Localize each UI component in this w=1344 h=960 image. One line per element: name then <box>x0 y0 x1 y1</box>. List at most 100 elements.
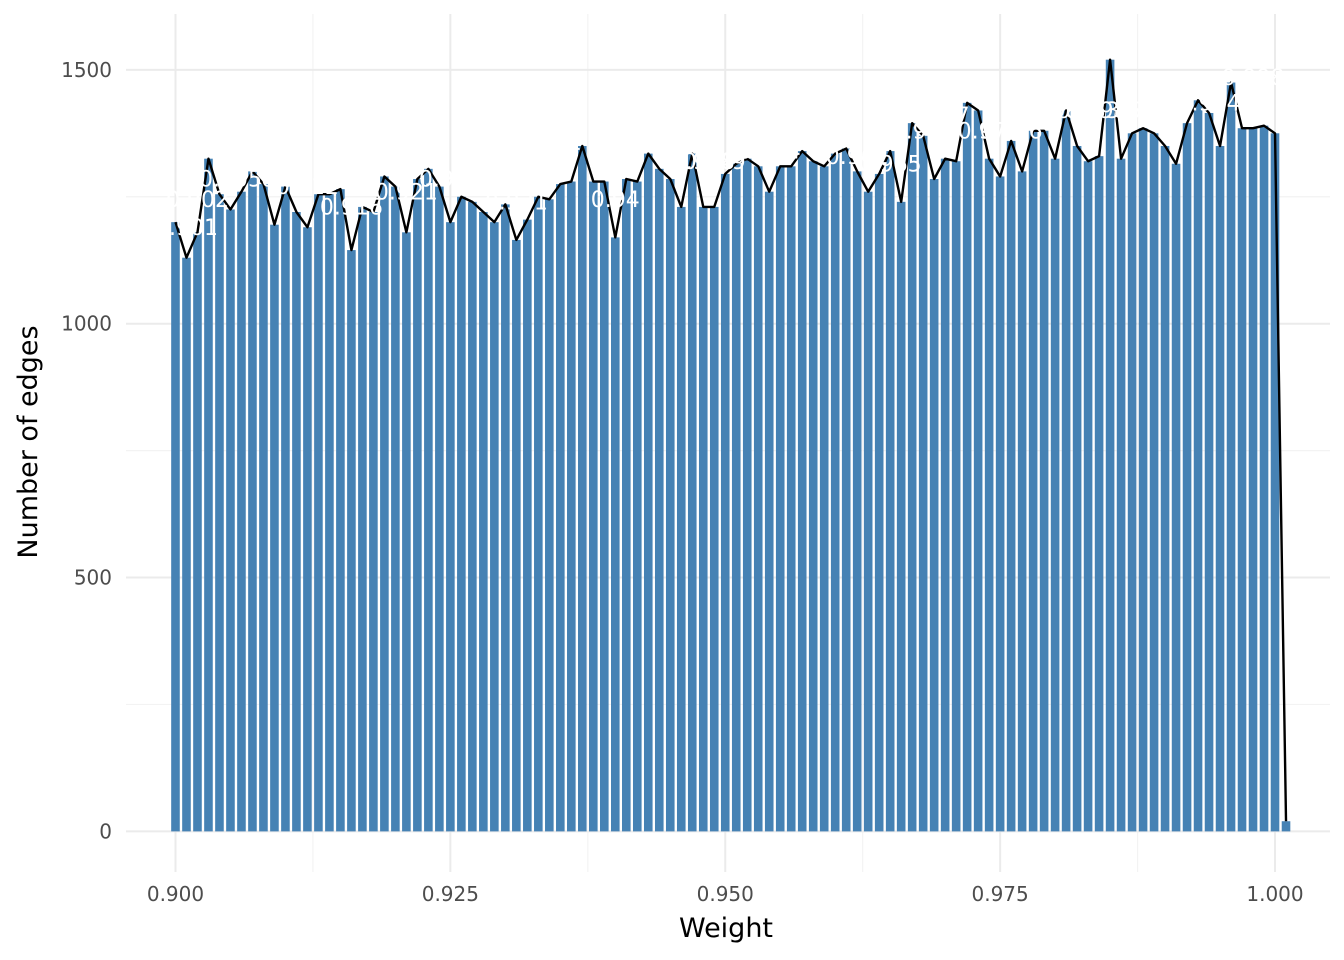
bar-value-label: 0.98 <box>1031 99 1080 124</box>
y-tick-label: 500 <box>74 566 112 590</box>
histogram-bar <box>698 206 708 832</box>
histogram-bar <box>1127 133 1137 832</box>
y-tick-label: 0 <box>99 819 112 843</box>
histogram-bar <box>1006 140 1016 832</box>
histogram-bar <box>171 222 180 832</box>
histogram-bar <box>380 176 389 832</box>
histogram-bar <box>808 161 818 832</box>
histogram-bar <box>1171 163 1181 832</box>
bar-value-label: 0.901 <box>155 216 218 241</box>
histogram-bar <box>742 158 752 832</box>
histogram-bar <box>962 102 972 832</box>
histogram-bar <box>610 237 620 832</box>
bar-value-label: 0.921 <box>375 180 438 205</box>
histogram-bar <box>929 179 939 832</box>
histogram-bar <box>391 186 400 832</box>
bar-value-label: 0.91 <box>261 168 310 193</box>
bar-value-label: 0.994 <box>1178 91 1241 116</box>
histogram-bar <box>369 212 378 832</box>
histogram-bar <box>841 148 851 832</box>
histogram-bar <box>786 166 796 832</box>
x-tick-label: 0.900 <box>147 882 204 906</box>
histogram-bar <box>534 196 543 832</box>
bar-value-label: 0.954 <box>738 140 801 165</box>
bars-layer <box>171 59 1291 832</box>
histogram-bar <box>523 219 532 832</box>
histogram-bar <box>347 250 356 832</box>
histogram-bar <box>764 191 774 832</box>
histogram-bar <box>896 201 906 832</box>
histogram-bar <box>852 171 862 832</box>
histogram-bar <box>402 232 411 832</box>
bar-value-label: 0.936 <box>540 117 603 142</box>
bar-value-label: 0.983 <box>1057 99 1120 124</box>
x-axis-title: Weight <box>679 913 773 944</box>
histogram-bar <box>1061 110 1071 832</box>
bar-labels-layer: 0.9010.9020.9050.910.9120.9160.9210.9250… <box>155 66 1285 241</box>
bar-value-label: 0.957 <box>771 114 834 139</box>
histogram-bar <box>479 212 488 832</box>
histogram-bar <box>600 181 609 832</box>
histogram-bar <box>709 206 719 832</box>
histogram-bar <box>248 171 257 832</box>
histogram-bar <box>545 199 554 832</box>
histogram-bar <box>457 196 466 832</box>
histogram-bar <box>1193 100 1203 832</box>
histogram-bar <box>775 166 785 832</box>
bar-value-label: 0.948 <box>672 150 735 175</box>
histogram-bar <box>1072 146 1082 832</box>
x-tick-label: 0.975 <box>972 882 1029 906</box>
histogram-bar <box>1226 82 1236 832</box>
histogram-bar <box>1160 146 1170 832</box>
histogram-bar <box>621 179 631 832</box>
histogram-bar <box>731 163 741 832</box>
histogram-bar <box>270 224 279 832</box>
histogram-bar <box>918 135 928 832</box>
histogram-bar <box>676 206 686 832</box>
histogram-bar <box>1270 133 1280 832</box>
histogram-bar <box>1116 158 1126 832</box>
histogram-bar <box>1237 128 1247 832</box>
bar-value-label: 0.916 <box>320 196 383 221</box>
histogram-bar <box>1259 125 1269 832</box>
histogram-bar <box>512 239 521 832</box>
y-tick-label: 1000 <box>61 312 112 336</box>
histogram-bar <box>281 186 290 832</box>
histogram-bar <box>578 146 587 832</box>
histogram-bar <box>435 186 444 832</box>
histogram-bar <box>1182 123 1192 832</box>
y-axis-title: Number of edges <box>13 325 44 558</box>
bar-value-label: 0.902 <box>166 188 229 213</box>
histogram-bar <box>654 168 664 832</box>
histogram-bar <box>259 184 268 832</box>
histogram-bar <box>687 153 697 832</box>
histogram-bar <box>1248 128 1258 832</box>
x-tick-label: 1.000 <box>1246 882 1303 906</box>
histogram-bar <box>665 179 675 832</box>
y-tick-label: 1500 <box>61 58 112 82</box>
histogram-bar <box>885 151 895 832</box>
bar-value-label: 0.949 <box>683 150 746 175</box>
histogram-bar <box>182 257 191 832</box>
histogram-bar <box>413 179 422 832</box>
histogram-bar <box>589 181 598 832</box>
histogram-bar <box>292 212 301 832</box>
histogram-bar <box>358 206 367 832</box>
histogram-bar <box>753 166 763 832</box>
histogram-bar <box>1281 821 1291 832</box>
bar-value-label: 0.931 <box>485 190 548 215</box>
bar-value-label: 0.998 <box>1222 66 1285 91</box>
histogram-bar <box>1215 146 1225 832</box>
histogram-bar <box>1094 156 1104 832</box>
histogram-bar <box>995 176 1005 832</box>
histogram-bar <box>907 123 917 832</box>
axes-layer: 0.900 0.925 0.950 0.975 1.000 0 500 1000 1500 <box>61 58 1304 906</box>
histogram-bar <box>984 158 994 832</box>
histogram-bar <box>874 173 884 832</box>
histogram-bar <box>1138 128 1148 832</box>
bar-value-label: 0.929 <box>463 165 526 190</box>
histogram-bar <box>830 153 840 832</box>
histogram-bar <box>215 194 224 832</box>
histogram-bar <box>336 189 345 832</box>
